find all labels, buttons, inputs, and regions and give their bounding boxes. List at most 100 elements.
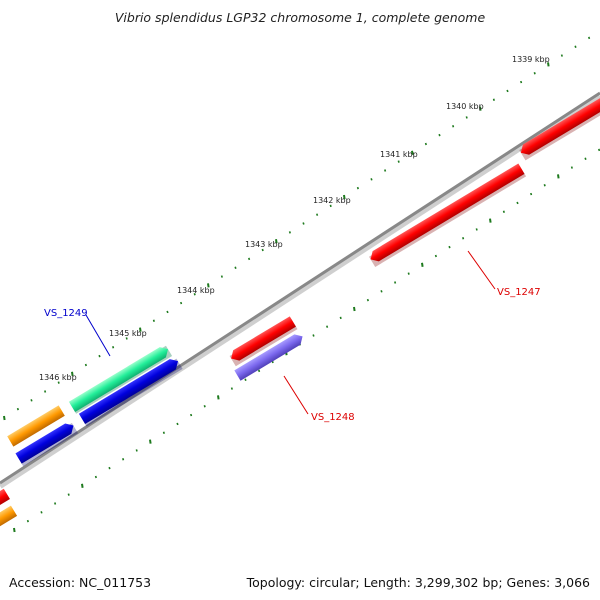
ruler-tick	[67, 493, 70, 496]
ruler-tick	[193, 293, 196, 296]
ruler-tick	[162, 431, 165, 434]
ruler-tick	[190, 413, 193, 417]
map-title: Vibrio splendidus LGP32 chromosome 1, co…	[114, 10, 486, 25]
ruler-tick	[176, 422, 179, 426]
ruler-label: 1346 kbp	[39, 373, 77, 382]
gene-red-upper-right[interactable]	[518, 96, 600, 161]
accession-label: Accession: NC_011753	[9, 575, 152, 590]
gene-label-vs1249[interactable]: VS_1249	[44, 308, 88, 319]
ruler-tick	[149, 439, 152, 444]
gene-orange-lower-left[interactable]	[0, 505, 18, 531]
ruler-tick	[407, 272, 410, 275]
leader-line-vs1249	[85, 314, 111, 357]
ruler-tick	[448, 245, 451, 249]
ruler-tick	[180, 301, 183, 305]
ruler-tick	[125, 337, 128, 340]
ruler-tick	[411, 150, 414, 155]
ruler-tick	[220, 275, 223, 278]
ruler-tick	[475, 228, 478, 231]
ruler-tick	[394, 281, 397, 284]
ruler-tick	[230, 387, 233, 390]
ruler-tick	[353, 306, 356, 312]
ruler-tick	[312, 334, 315, 337]
ruler-tick	[370, 178, 373, 181]
ruler-tick	[397, 160, 400, 163]
ruler-label: 1339 kbp	[512, 55, 550, 64]
ruler-label: 1342 kbp	[313, 196, 351, 205]
ruler-tick	[122, 458, 125, 461]
ruler-label: 1345 kbp	[109, 329, 147, 338]
ruler-tick	[71, 371, 74, 376]
ruler-tick	[275, 239, 278, 244]
ruler-tick	[588, 36, 591, 40]
genome-backbone	[0, 91, 600, 489]
ruler-tick	[244, 378, 247, 381]
ruler-tick	[112, 346, 115, 349]
leader-line-vs1247	[467, 250, 496, 290]
ruler-tick	[30, 399, 33, 402]
gene-blue-1[interactable]	[78, 356, 183, 427]
gene-red-edge-left[interactable]	[0, 488, 10, 510]
gene-vs1248[interactable]	[234, 331, 305, 381]
genome-summary: Topology: circular; Length: 3,299,302 bp…	[246, 575, 590, 590]
ruler-tick	[584, 157, 587, 160]
ruler-tick	[3, 415, 6, 421]
gene-vs1249[interactable]	[68, 344, 173, 414]
ruler-tick	[547, 62, 550, 67]
ruler-ticks-upper	[3, 36, 591, 421]
ruler-tick	[384, 169, 387, 172]
ruler-label: 1340 kbp	[446, 102, 484, 111]
ruler-tick	[152, 319, 155, 322]
ruler-tick	[421, 262, 424, 267]
ruler-tick	[438, 133, 441, 137]
ruler-tick	[57, 381, 60, 384]
ruler-tick	[139, 327, 142, 332]
ruler-tick	[217, 395, 220, 400]
ruler-tick	[380, 290, 383, 293]
gene-vs1247[interactable]	[367, 163, 527, 268]
ruler-tick	[356, 186, 359, 190]
ruler-tick	[489, 218, 492, 223]
ruler-tick	[479, 106, 482, 111]
ruler-tick	[258, 369, 261, 373]
ruler-tick	[598, 148, 600, 152]
ruler-ticks-lower	[13, 148, 600, 533]
leader-line-vs1248	[283, 375, 309, 415]
gene-blue-2[interactable]	[15, 420, 79, 467]
ruler-tick	[98, 354, 101, 358]
ruler-tick	[516, 201, 519, 205]
ruler-tick	[44, 390, 47, 393]
ruler-tick	[366, 298, 369, 302]
ruler-tick	[570, 166, 573, 169]
ruler-label: 1343 kbp	[245, 240, 283, 249]
ruler-tick	[261, 248, 264, 252]
gene-orange-left[interactable]	[7, 405, 65, 447]
ruler-tick	[40, 511, 43, 514]
ruler-labels: 1339 kbp 1340 kbp 1341 kbp 1342 kbp 1343…	[39, 55, 550, 382]
gene-label-vs1248[interactable]: VS_1248	[311, 412, 355, 423]
ruler-tick	[166, 310, 169, 314]
ruler-tick	[94, 475, 97, 479]
ruler-tick	[520, 80, 523, 84]
ruler-tick	[288, 231, 291, 234]
ruler-tick	[343, 194, 346, 200]
ruler-tick	[16, 407, 19, 411]
ruler-label: 1341 kbp	[380, 150, 418, 159]
ruler-tick	[13, 527, 16, 533]
ruler-tick	[207, 283, 210, 288]
ruler-label: 1344 kbp	[177, 286, 215, 295]
ruler-tick	[329, 204, 332, 208]
ruler-tick	[465, 116, 468, 119]
ruler-tick	[108, 466, 111, 470]
ruler-tick	[560, 54, 563, 57]
ruler-tick	[434, 254, 437, 258]
ruler-tick	[506, 89, 509, 93]
ruler-tick	[135, 449, 138, 452]
gene-vs1248-red[interactable]	[228, 316, 298, 367]
gene-label-vs1247[interactable]: VS_1247	[497, 287, 541, 298]
ruler-tick	[452, 125, 455, 128]
ruler-tick	[248, 257, 251, 261]
ruler-tick	[326, 325, 329, 328]
ruler-tick	[234, 266, 237, 269]
ruler-tick	[424, 142, 427, 146]
